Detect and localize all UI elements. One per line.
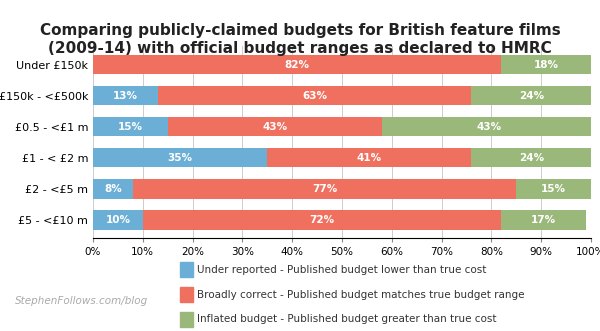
Bar [133,179,517,199]
Text: 13%: 13% [113,91,138,101]
Bar [93,210,143,230]
Bar [472,86,591,105]
Text: 10%: 10% [106,215,130,225]
Text: 15%: 15% [541,184,566,194]
Text: 35%: 35% [167,153,193,163]
Text: Broadly correct - Published budget matches true budget range: Broadly correct - Published budget match… [197,290,524,300]
Bar [93,179,133,199]
Text: 43%: 43% [476,122,502,132]
Bar [268,148,472,167]
Text: Under reported - Published budget lower than true cost: Under reported - Published budget lower … [197,265,486,275]
Text: 43%: 43% [262,122,287,132]
Bar [93,117,168,136]
Text: Inflated budget - Published budget greater than true cost: Inflated budget - Published budget great… [197,314,496,324]
Bar [93,55,502,74]
Text: 77%: 77% [312,184,337,194]
Text: 41%: 41% [357,153,382,163]
Text: StephenFollows.com/blog: StephenFollows.com/blog [15,296,148,306]
Text: 72%: 72% [310,215,335,225]
Bar [516,179,591,199]
Text: 24%: 24% [518,153,544,163]
Bar [93,148,268,167]
Text: 82%: 82% [284,60,310,70]
Bar [158,86,472,105]
Bar [93,86,158,105]
Bar [168,117,382,136]
Text: 8%: 8% [104,184,122,194]
Bar [472,148,591,167]
Bar [502,210,586,230]
Bar [143,210,502,230]
Text: 17%: 17% [531,215,556,225]
Text: Comparing publicly-claimed budgets for British feature films
(2009-14) with offi: Comparing publicly-claimed budgets for B… [40,23,560,56]
Text: 18%: 18% [533,60,559,70]
Text: 63%: 63% [302,91,327,101]
Text: 24%: 24% [518,91,544,101]
Bar [382,117,596,136]
Bar [502,55,591,74]
Text: 15%: 15% [118,122,143,132]
